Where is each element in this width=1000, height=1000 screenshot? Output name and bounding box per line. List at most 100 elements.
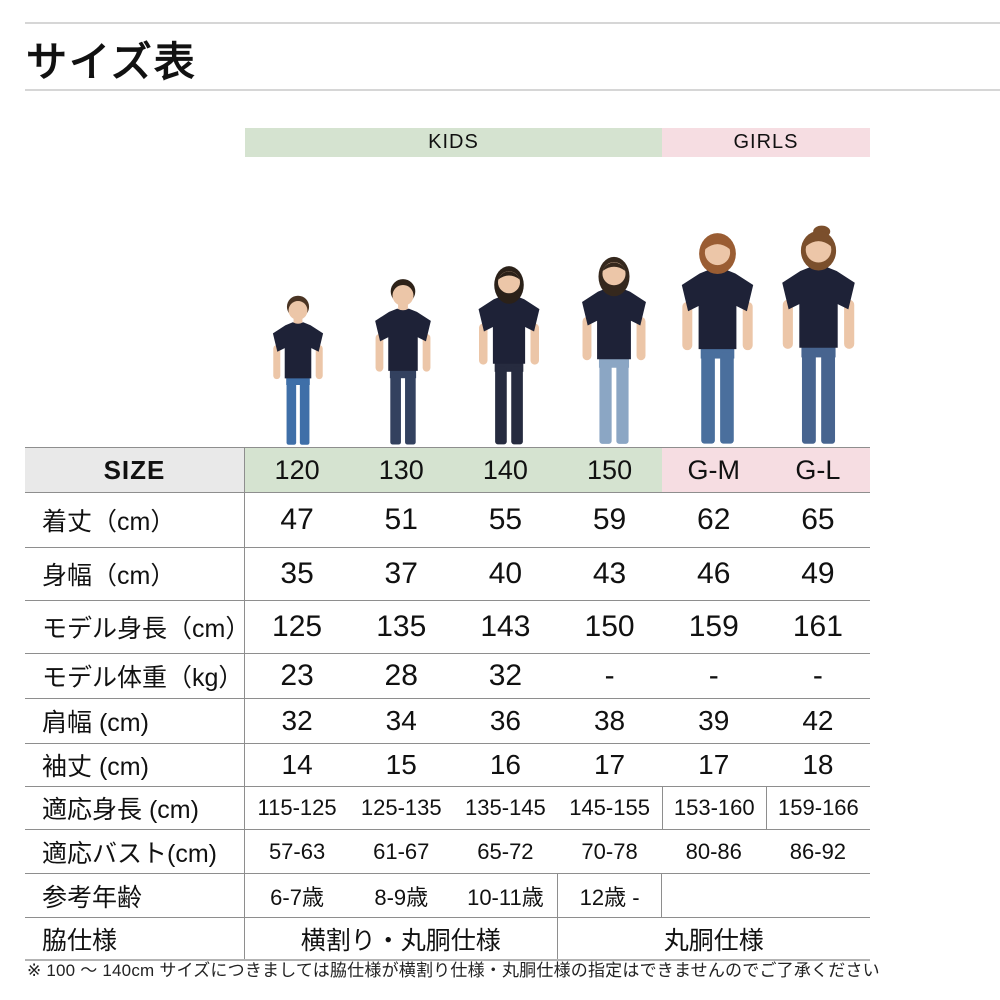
size-col-130: 130 [349,448,454,492]
data-cell: 15 [385,749,417,780]
data-cell: 59 [592,503,627,536]
girls-header-band: GIRLS [662,128,870,157]
data-cell: 135-145 [465,795,546,820]
data-cell: 32 [281,705,313,736]
data-cell: 10-11歳 [467,884,544,910]
table-row-side-seam: 脇仕様 横割り・丸胴仕様 丸胴仕様 [25,918,870,961]
table-row-fit-height: 適応身長 (cm) 115-125 125-135 135-145 145-15… [25,787,870,830]
row-label: モデル身長（cm） [25,601,250,653]
size-col-gm: G-M [661,448,766,492]
data-cell: 161 [792,610,843,643]
page-title: サイズ表 [26,39,197,85]
data-cell: - [812,659,823,692]
data-cell: 39 [698,705,730,736]
data-cell: 14 [281,749,313,780]
row-label: 袖丈 (cm) [25,744,245,786]
side-seam-girls-cell: 丸胴仕様 [663,926,764,955]
table-row-reference-age: 参考年齢 6-7歳 8-9歳 10-11歳 12歳 - [25,874,870,918]
title-rule-bottom [25,89,1000,91]
data-cell: 47 [280,503,314,536]
data-cell: 51 [384,503,418,536]
side-seam-kids-cell: 横割り・丸胴仕様 [245,918,558,959]
data-cell: 65 [801,503,835,536]
data-cell: 62 [697,503,731,536]
title-rule-top [25,22,1000,24]
data-cell: 6-7歳 [270,884,324,910]
data-cell: 143 [480,610,531,643]
data-cell: 17 [593,749,626,780]
data-cell: 125 [272,610,323,643]
data-cell: 61-67 [373,838,430,864]
data-cell: 153-160 [661,787,766,829]
data-cell: 36 [489,705,521,736]
footnote: ※ 100 ～ 140cm サイズにつきましては脇仕様が横割り仕様・丸胴仕様の指… [27,961,880,980]
data-cell: 8-9歳 [374,884,429,910]
data-cell: 125-135 [360,795,442,820]
data-cell: 49 [801,557,835,590]
data-cell: 37 [384,557,418,590]
data-cell: 43 [592,557,627,590]
data-cell: 135 [376,610,427,643]
kids-header-band: KIDS [245,128,662,157]
data-cell: 115-125 [257,795,337,820]
table-row-fit-bust: 適応バスト(cm) 57-63 61-67 65-72 70-78 80-86 … [25,830,870,874]
data-cell: 16 [489,749,521,780]
table-row-body-width: 身幅（cm） 35 37 40 43 46 49 [25,548,870,601]
size-header-cell: SIZE [25,448,245,492]
girls-header-label: GIRLS [733,131,799,153]
data-cell: 86-92 [789,838,847,864]
data-cell: 42 [802,705,834,736]
data-cell: 35 [280,557,314,590]
size-col-140: 140 [453,448,558,492]
data-cell: 150 [584,610,635,643]
table-header-row: SIZE 120 130 140 150 G-M G-L [25,448,870,493]
data-cell: 18 [802,749,834,780]
row-label: 身幅（cm） [25,548,245,600]
data-cell: 28 [384,659,418,692]
row-label: 適応身長 (cm) [25,787,245,829]
table-row-body-length: 着丈（cm） 47 51 55 59 62 65 [25,493,870,548]
row-label: 肩幅 (cm) [25,699,245,743]
table-row-model-height: モデル身長（cm） 125 135 143 150 159 161 [25,601,870,654]
model-photo-gm [665,226,770,447]
data-cell: - [708,659,719,692]
model-photo-140 [464,259,554,447]
data-cell: 70-78 [581,838,638,864]
data-cell: 145-155 [569,795,650,820]
data-cell: 34 [385,705,417,736]
table-row-model-weight: モデル体重（kg） 23 28 32 - - - [25,654,870,699]
size-col-gl: G-L [765,448,870,492]
kids-header-label: KIDS [428,131,479,153]
data-cell: 46 [697,557,731,590]
data-cell: 80-86 [685,838,742,864]
data-cell: - [604,659,615,692]
row-label: モデル体重（kg） [25,654,245,698]
model-photo-150 [567,249,661,447]
size-col-150: 150 [557,448,662,492]
data-cell [766,874,870,917]
data-cell: 159-166 [765,787,870,829]
data-cell [662,874,766,917]
data-cell: 57-63 [268,838,326,864]
data-cell: 12歳 - [557,874,662,917]
data-cell: 32 [488,659,523,692]
data-cell: 23 [280,659,314,692]
model-photo-120 [261,292,335,447]
size-table: SIZE 120 130 140 150 G-M G-L 着丈（cm） 47 5… [25,447,870,961]
row-label: 脇仕様 [25,918,245,959]
row-label: 適応バスト(cm) [25,830,245,873]
data-cell: 17 [698,749,730,780]
size-col-120: 120 [245,448,350,492]
data-cell: 65-72 [477,838,534,864]
model-photo-gl [765,223,872,447]
table-row-sleeve-length: 袖丈 (cm) 14 15 16 17 17 18 [25,744,870,787]
table-row-shoulder-width: 肩幅 (cm) 32 34 36 38 39 42 [25,699,870,744]
row-label: 着丈（cm） [25,493,245,547]
data-cell: 38 [593,705,626,736]
data-cell: 159 [688,610,739,643]
data-cell: 55 [488,503,523,536]
model-photo-130 [362,275,444,447]
data-cell: 40 [488,557,523,590]
row-label: 参考年齢 [25,874,245,917]
